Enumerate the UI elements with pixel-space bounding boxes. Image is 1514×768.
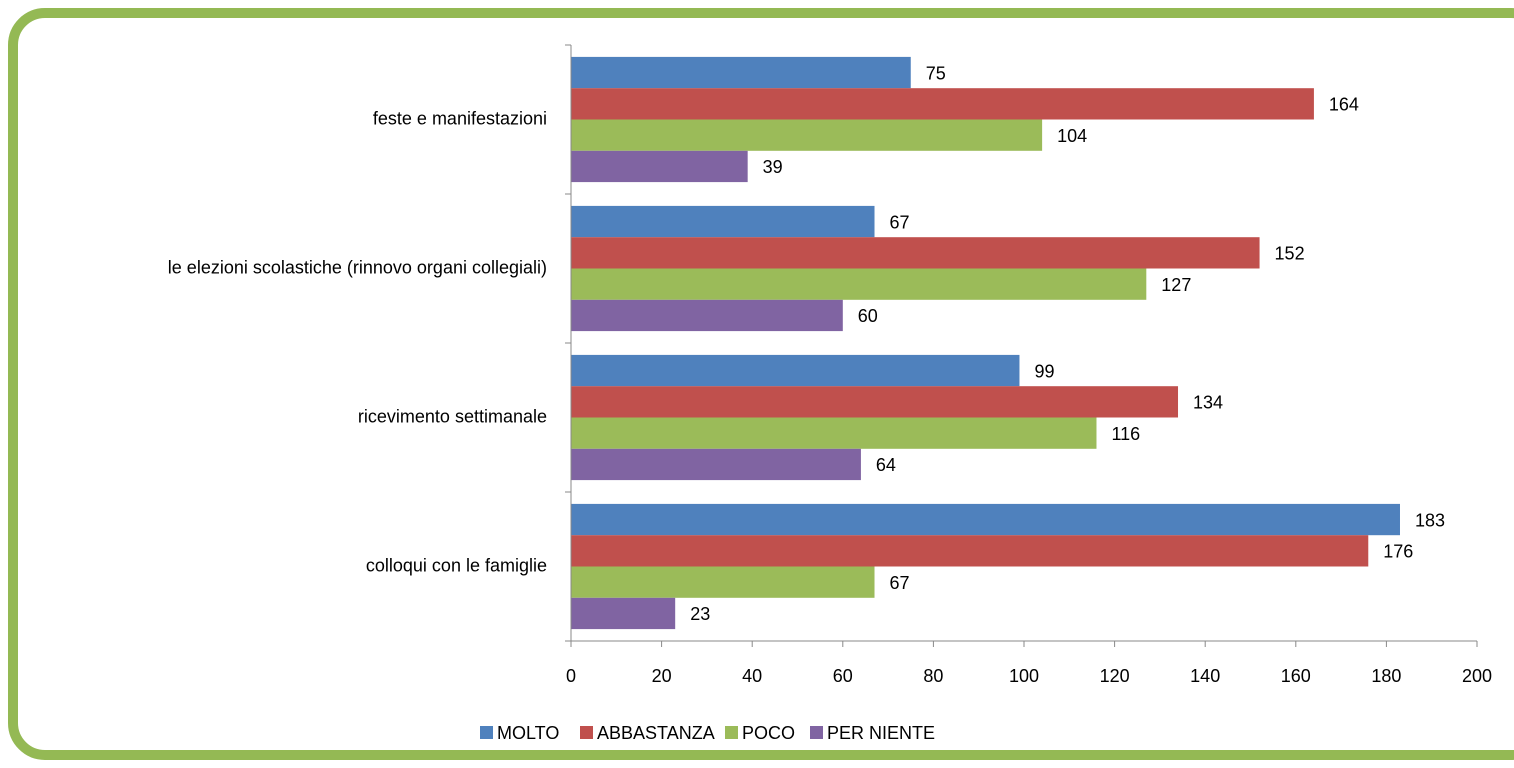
legend-label: MOLTO (497, 723, 559, 743)
y-tick-label: colloqui con le famiglie (366, 555, 547, 575)
bar (571, 417, 1097, 449)
bar (571, 299, 843, 332)
bar (571, 237, 1260, 269)
value-label: 134 (1193, 393, 1223, 413)
x-tick-label: 120 (1100, 666, 1130, 686)
bar (571, 386, 1179, 418)
value-label: 164 (1329, 95, 1359, 115)
x-tick-label: 160 (1281, 666, 1311, 686)
bar (571, 535, 1369, 567)
x-tick-label: 0 (566, 666, 576, 686)
value-label: 99 (1034, 361, 1054, 381)
value-label: 64 (876, 455, 896, 475)
bar (571, 56, 911, 89)
y-tick-label: ricevimento settimanale (358, 406, 547, 426)
bar (571, 503, 1400, 536)
legend-label: PER NIENTE (827, 723, 935, 743)
x-tick-label: 20 (652, 666, 672, 686)
value-label: 104 (1057, 126, 1087, 146)
x-tick-label: 180 (1371, 666, 1401, 686)
legend-label: ABBASTANZA (597, 723, 715, 743)
bar (571, 448, 861, 481)
value-label: 152 (1275, 244, 1305, 264)
bar (571, 268, 1147, 300)
value-label: 183 (1415, 510, 1445, 530)
x-tick-label: 140 (1190, 666, 1220, 686)
value-label: 127 (1161, 275, 1191, 295)
bar (571, 205, 875, 238)
legend-label: POCO (742, 723, 795, 743)
y-tick-label: feste e manifestazioni (373, 108, 547, 128)
value-label: 23 (690, 604, 710, 624)
bar (571, 119, 1043, 151)
legend-swatch (810, 726, 823, 739)
value-label: 116 (1111, 424, 1140, 444)
bar (571, 150, 748, 183)
value-label: 60 (858, 306, 878, 326)
value-label: 67 (890, 212, 910, 232)
y-tick-label: le elezioni scolastiche (rinnovo organi … (168, 257, 547, 277)
x-tick-label: 40 (742, 666, 762, 686)
bar (571, 566, 875, 598)
bar (571, 597, 676, 630)
value-label: 67 (890, 573, 910, 593)
legend-swatch (725, 726, 738, 739)
x-tick-label: 80 (923, 666, 943, 686)
legend-swatch (480, 726, 493, 739)
value-label: 39 (763, 157, 783, 177)
x-tick-label: 60 (833, 666, 853, 686)
legend-swatch (580, 726, 593, 739)
value-label: 75 (926, 63, 946, 83)
x-tick-label: 200 (1462, 666, 1492, 686)
bar (571, 88, 1314, 120)
x-tick-label: 100 (1009, 666, 1039, 686)
bar (571, 354, 1020, 387)
value-label: 176 (1383, 542, 1413, 562)
